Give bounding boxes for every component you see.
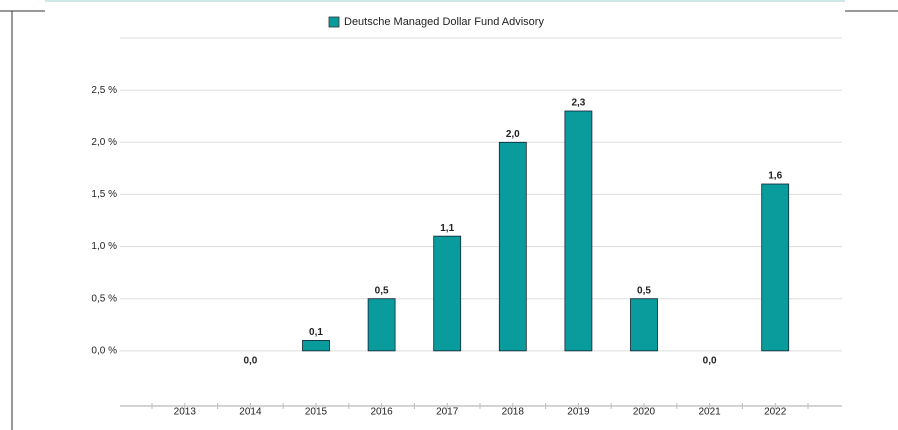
y-tick-label: 1,0 % — [91, 241, 117, 252]
x-tick-label: 2018 — [502, 407, 525, 418]
y-tick-label: 1,5 % — [91, 189, 117, 200]
bar — [367, 298, 396, 352]
bar — [630, 298, 658, 352]
bar — [761, 183, 790, 352]
value-label: 0,1 — [309, 327, 323, 338]
bar — [564, 110, 593, 352]
y-tick-label: 2,0 % — [91, 137, 117, 148]
value-label: 0,0 — [243, 355, 257, 366]
y-tick-label: 0,0 % — [91, 345, 117, 356]
x-tick-label: 2022 — [764, 407, 787, 418]
x-tick-label: 2013 — [174, 407, 197, 418]
value-label: 1,6 — [768, 171, 782, 182]
y-tick-label: 0,5 % — [91, 293, 117, 304]
x-tick-label: 2015 — [305, 407, 328, 418]
value-label: 0,5 — [375, 285, 389, 296]
value-label: 2,3 — [571, 98, 585, 109]
legend-swatch — [328, 16, 340, 28]
bar — [302, 340, 330, 352]
x-tick-label: 2014 — [239, 407, 262, 418]
value-label: 2,0 — [506, 129, 520, 140]
legend-label: Deutsche Managed Dollar Fund Advisory — [344, 16, 544, 28]
x-tick-label: 2020 — [633, 407, 656, 418]
bar — [433, 235, 462, 352]
x-tick-label: 2019 — [567, 407, 590, 418]
x-tick-label: 2017 — [436, 407, 459, 418]
x-tick-label: 2016 — [370, 407, 393, 418]
value-label: 0,0 — [703, 355, 717, 366]
value-label: 0,5 — [637, 285, 651, 296]
x-tick-label: 2021 — [698, 407, 721, 418]
value-label: 1,1 — [440, 223, 454, 234]
bar — [498, 141, 527, 352]
y-tick-label: 2,5 % — [91, 85, 117, 96]
